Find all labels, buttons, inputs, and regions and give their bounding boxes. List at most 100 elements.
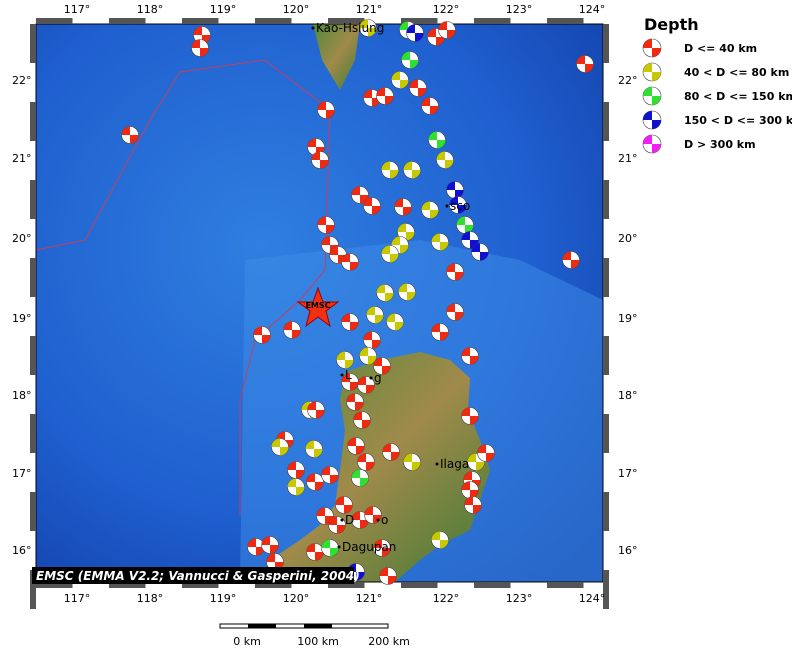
tick-seg xyxy=(603,180,609,219)
legend-entry: 40 < D <= 80 km xyxy=(684,66,789,79)
tick-seg xyxy=(30,258,36,297)
beachball-quadrant xyxy=(643,87,661,105)
beachball-quadrant xyxy=(357,376,375,394)
lon-label: 124° xyxy=(579,592,606,605)
beachball-quadrant xyxy=(428,131,446,149)
lon-label: 119° xyxy=(210,3,237,16)
beachball-quadrant xyxy=(363,331,381,349)
beachball-quadrant xyxy=(471,243,489,261)
place-label: L xyxy=(345,368,352,382)
beachball-quadrant xyxy=(311,151,329,169)
beachball-quadrant xyxy=(351,511,369,529)
beachball-quadrant xyxy=(317,216,335,234)
lat-label: 16° xyxy=(12,544,32,557)
beachball-quadrant xyxy=(386,313,404,331)
beachball-quadrant xyxy=(328,516,346,534)
beachball-quadrant xyxy=(335,496,353,514)
beachball-quadrant xyxy=(446,181,464,199)
beachball-quadrant xyxy=(373,539,391,557)
legend-entry: D <= 40 km xyxy=(684,42,757,55)
lat-label: 18° xyxy=(12,389,32,402)
tick-seg xyxy=(36,582,73,588)
place-label: D xyxy=(345,513,354,527)
place-label: sco xyxy=(450,199,470,213)
beachball-quadrant xyxy=(287,461,305,479)
beachball-quadrant xyxy=(464,496,482,514)
tick-seg xyxy=(547,18,584,24)
beachball-quadrant xyxy=(341,373,359,391)
beachball-quadrant xyxy=(406,24,424,42)
place-label: Kao-Hsiung xyxy=(316,21,384,35)
beachball-quadrant xyxy=(461,407,479,425)
beachball-quadrant xyxy=(271,438,289,456)
beachball-quadrant xyxy=(351,186,369,204)
lat-label: 20° xyxy=(618,232,638,245)
tick-seg xyxy=(182,582,219,588)
lat-label: 19° xyxy=(618,312,638,325)
tick-seg xyxy=(30,414,36,453)
lat-label: 22° xyxy=(618,74,638,87)
beachball-quadrant xyxy=(576,55,594,73)
beachball-quadrant xyxy=(456,216,474,234)
tick-seg xyxy=(255,18,292,24)
beachball-quadrant xyxy=(363,197,381,215)
beachball-quadrant xyxy=(321,466,339,484)
beachball-quadrant xyxy=(431,323,449,341)
beachball-quadrant xyxy=(359,347,377,365)
place-dot xyxy=(311,26,315,30)
beachball-quadrant xyxy=(401,51,419,69)
place-dot xyxy=(340,518,344,522)
lon-label: 118° xyxy=(137,3,164,16)
beachball-quadrant xyxy=(421,97,439,115)
tick-seg xyxy=(603,258,609,297)
tick-seg xyxy=(36,18,73,24)
luzon xyxy=(260,352,490,582)
beachball-quadrant xyxy=(306,473,324,491)
beachball-quadrant xyxy=(373,357,391,375)
place-dot xyxy=(435,462,439,466)
place-dot xyxy=(340,373,344,377)
lat-label: 21° xyxy=(12,152,32,165)
tick-seg xyxy=(603,102,609,141)
beachball-quadrant xyxy=(341,253,359,271)
scale-label: 100 km xyxy=(297,635,339,647)
tick-seg xyxy=(30,24,36,63)
beachball-quadrant xyxy=(351,469,369,487)
tick-seg xyxy=(603,414,609,453)
beachball-quadrant xyxy=(643,135,661,153)
credit: EMSC (EMMA V2.2; Vannucci & Gasperini, 2… xyxy=(36,569,360,583)
place-dot xyxy=(376,518,380,522)
scale-label: 200 km xyxy=(368,635,410,647)
lon-label: 117° xyxy=(64,3,91,16)
beachball-quadrant xyxy=(253,326,271,344)
beachball-quadrant xyxy=(363,89,381,107)
tick-seg xyxy=(109,582,146,588)
beachball-quadrant xyxy=(446,263,464,281)
tick-seg xyxy=(401,582,438,588)
beachball-quadrant xyxy=(366,306,384,324)
place-dot xyxy=(369,376,373,380)
tick-seg xyxy=(328,18,365,24)
lon-label: 120° xyxy=(283,592,310,605)
lon-label: 118° xyxy=(137,592,164,605)
legend-entry: 150 < D <= 300 km xyxy=(684,114,792,127)
beachball-quadrant xyxy=(643,111,661,129)
beachball-quadrant xyxy=(381,245,399,263)
lon-label: 122° xyxy=(433,3,460,16)
place-label: g xyxy=(374,371,382,385)
place-dot xyxy=(337,545,341,549)
beachball-quadrant xyxy=(477,444,495,462)
beachball-quadrant xyxy=(359,19,377,37)
lon-label: 124° xyxy=(579,3,606,16)
beachball-quadrant xyxy=(376,87,394,105)
beachball-quadrant xyxy=(403,161,421,179)
beachball-quadrant xyxy=(461,231,479,249)
beachball-quadrant xyxy=(382,443,400,461)
tick-seg xyxy=(401,18,438,24)
beachball-quadrant xyxy=(446,303,464,321)
lon-label: 123° xyxy=(506,592,533,605)
tick-seg xyxy=(109,18,146,24)
legend-entry: D > 300 km xyxy=(684,138,756,151)
beachball-quadrant xyxy=(431,531,449,549)
